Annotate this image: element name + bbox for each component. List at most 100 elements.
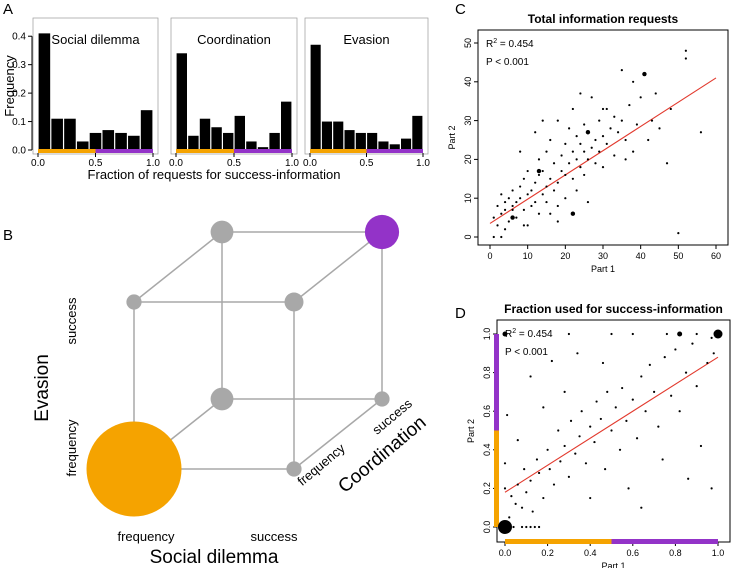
panel-d-x-band-purple (611, 539, 718, 544)
panel-d-ylabel: Part 2 (466, 419, 476, 443)
panel-c-point (519, 197, 522, 200)
panel-a-x-tick-label: 0.5 (227, 158, 241, 169)
panel-c-point (650, 119, 654, 122)
panel-a-bar (310, 44, 321, 150)
panel-d-p-text: P < 0.001 (505, 347, 548, 358)
panel-d-point-large (502, 331, 508, 337)
panel-a-bar (176, 53, 187, 150)
panel-d-point (710, 487, 713, 490)
panel-c-point (613, 154, 616, 157)
panel-a-bar (333, 121, 344, 150)
panel-c-point (530, 189, 533, 192)
panel-c-x-tick-label: 30 (598, 251, 608, 261)
panel-c-point (534, 200, 537, 204)
panel-a-bar (389, 144, 400, 150)
panel-d-point (512, 525, 515, 529)
panel-a-band-orange (310, 149, 367, 153)
panel-d-point (529, 479, 532, 482)
panel-d-point-large (713, 329, 723, 339)
panel-c-point (526, 224, 529, 227)
panel-c-point (519, 150, 522, 153)
panel-a-bar (102, 130, 115, 150)
panel-d-point (525, 525, 528, 529)
panel-c-point (545, 185, 548, 188)
panel-c-point (556, 119, 559, 122)
r2-symbol: R (486, 39, 493, 50)
r2-superscript: 2 (512, 328, 516, 335)
panel-c-point (500, 235, 503, 239)
panel-c-fit-line (489, 77, 717, 224)
panel-a-bar (128, 135, 140, 150)
panel-d-point (569, 419, 573, 422)
panel-d-point (618, 448, 622, 451)
panel-d-y-tick-label: 0.2 (482, 482, 492, 495)
panel-c-x-tick-label: 20 (560, 251, 570, 261)
panel-a-bar (199, 118, 211, 150)
panel-d-x-tick-label: 1.0 (712, 548, 725, 558)
panel-c-point (549, 212, 552, 215)
panel-d-point (537, 525, 541, 529)
panel-c-point (699, 131, 703, 134)
panel-c-point (583, 173, 586, 177)
panel-c-point (594, 162, 597, 165)
panel-d-point (640, 506, 643, 509)
panel-d-point (604, 468, 607, 471)
panel-c-point (620, 119, 623, 122)
panel-c-point (658, 127, 661, 130)
panel-c-point (560, 169, 563, 173)
panel-a-bar (269, 132, 280, 150)
panel-b-point-gray (284, 292, 304, 312)
panel-d-x-tick-label: 0.2 (541, 548, 554, 558)
panel-d-point (584, 462, 588, 465)
panel-a-bar (246, 141, 257, 150)
panel-a-bar (211, 127, 222, 150)
panel-d-label: D (455, 305, 466, 322)
panel-d-point (663, 356, 666, 359)
panel-a-x-tick-label: 1.0 (416, 158, 430, 169)
panel-a-band-purple (234, 149, 292, 153)
panel-c-point (556, 181, 559, 184)
panel-a-y-tick-label: 0.4 (12, 32, 26, 43)
panel-a-band-purple (366, 149, 423, 153)
panel-d-x-tick-label: 0.0 (499, 548, 512, 558)
panel-d-point (640, 375, 643, 378)
panel-d-point (678, 410, 681, 413)
panel-d-y-tick-label: 0.6 (482, 405, 492, 418)
panel-a-bar (281, 101, 292, 150)
panel-a-x-tick-label: 1.0 (285, 158, 299, 169)
panel-a-band-orange (176, 149, 234, 153)
panel-a-x-tick-label: 0.0 (31, 158, 45, 169)
panel-c-point (541, 119, 544, 122)
panel-c-point (541, 193, 544, 196)
panel-c-point (571, 177, 574, 180)
panel-a-bar (257, 147, 269, 150)
panel-d-point (595, 400, 598, 403)
panel-c-point-large (536, 168, 542, 174)
panel-c-point (598, 150, 601, 153)
panel-d-point (523, 468, 526, 471)
panel-d-point (580, 410, 583, 413)
panel-d-point (559, 460, 562, 463)
panel-c-point (583, 123, 586, 126)
panel-c-point (519, 185, 522, 188)
panel-c-point (669, 107, 672, 111)
panel-d-point (520, 506, 524, 509)
panel-d-point (574, 452, 577, 455)
panel-b-point-gray (374, 391, 390, 407)
panel-d-point (508, 516, 511, 519)
panel-c-point (624, 158, 627, 161)
panel-c-point (601, 107, 605, 111)
panel-a-x-tick-label: 0.5 (89, 158, 103, 169)
panel-d-point (691, 342, 694, 345)
panel-d-title: Fraction used for success-information (504, 302, 723, 316)
panel-d-point (695, 385, 698, 388)
panel-d-point (578, 435, 581, 438)
panel-d-point (599, 417, 602, 421)
panel-d-point (610, 429, 613, 432)
panel-c-point (616, 131, 620, 134)
panel-a-y-tick-label: 0.1 (12, 117, 26, 128)
panel-c-ylabel: Part 2 (447, 125, 457, 149)
panel-a-bar (401, 138, 412, 150)
panel-a-bar (378, 141, 389, 150)
panel-c-point (507, 197, 510, 200)
